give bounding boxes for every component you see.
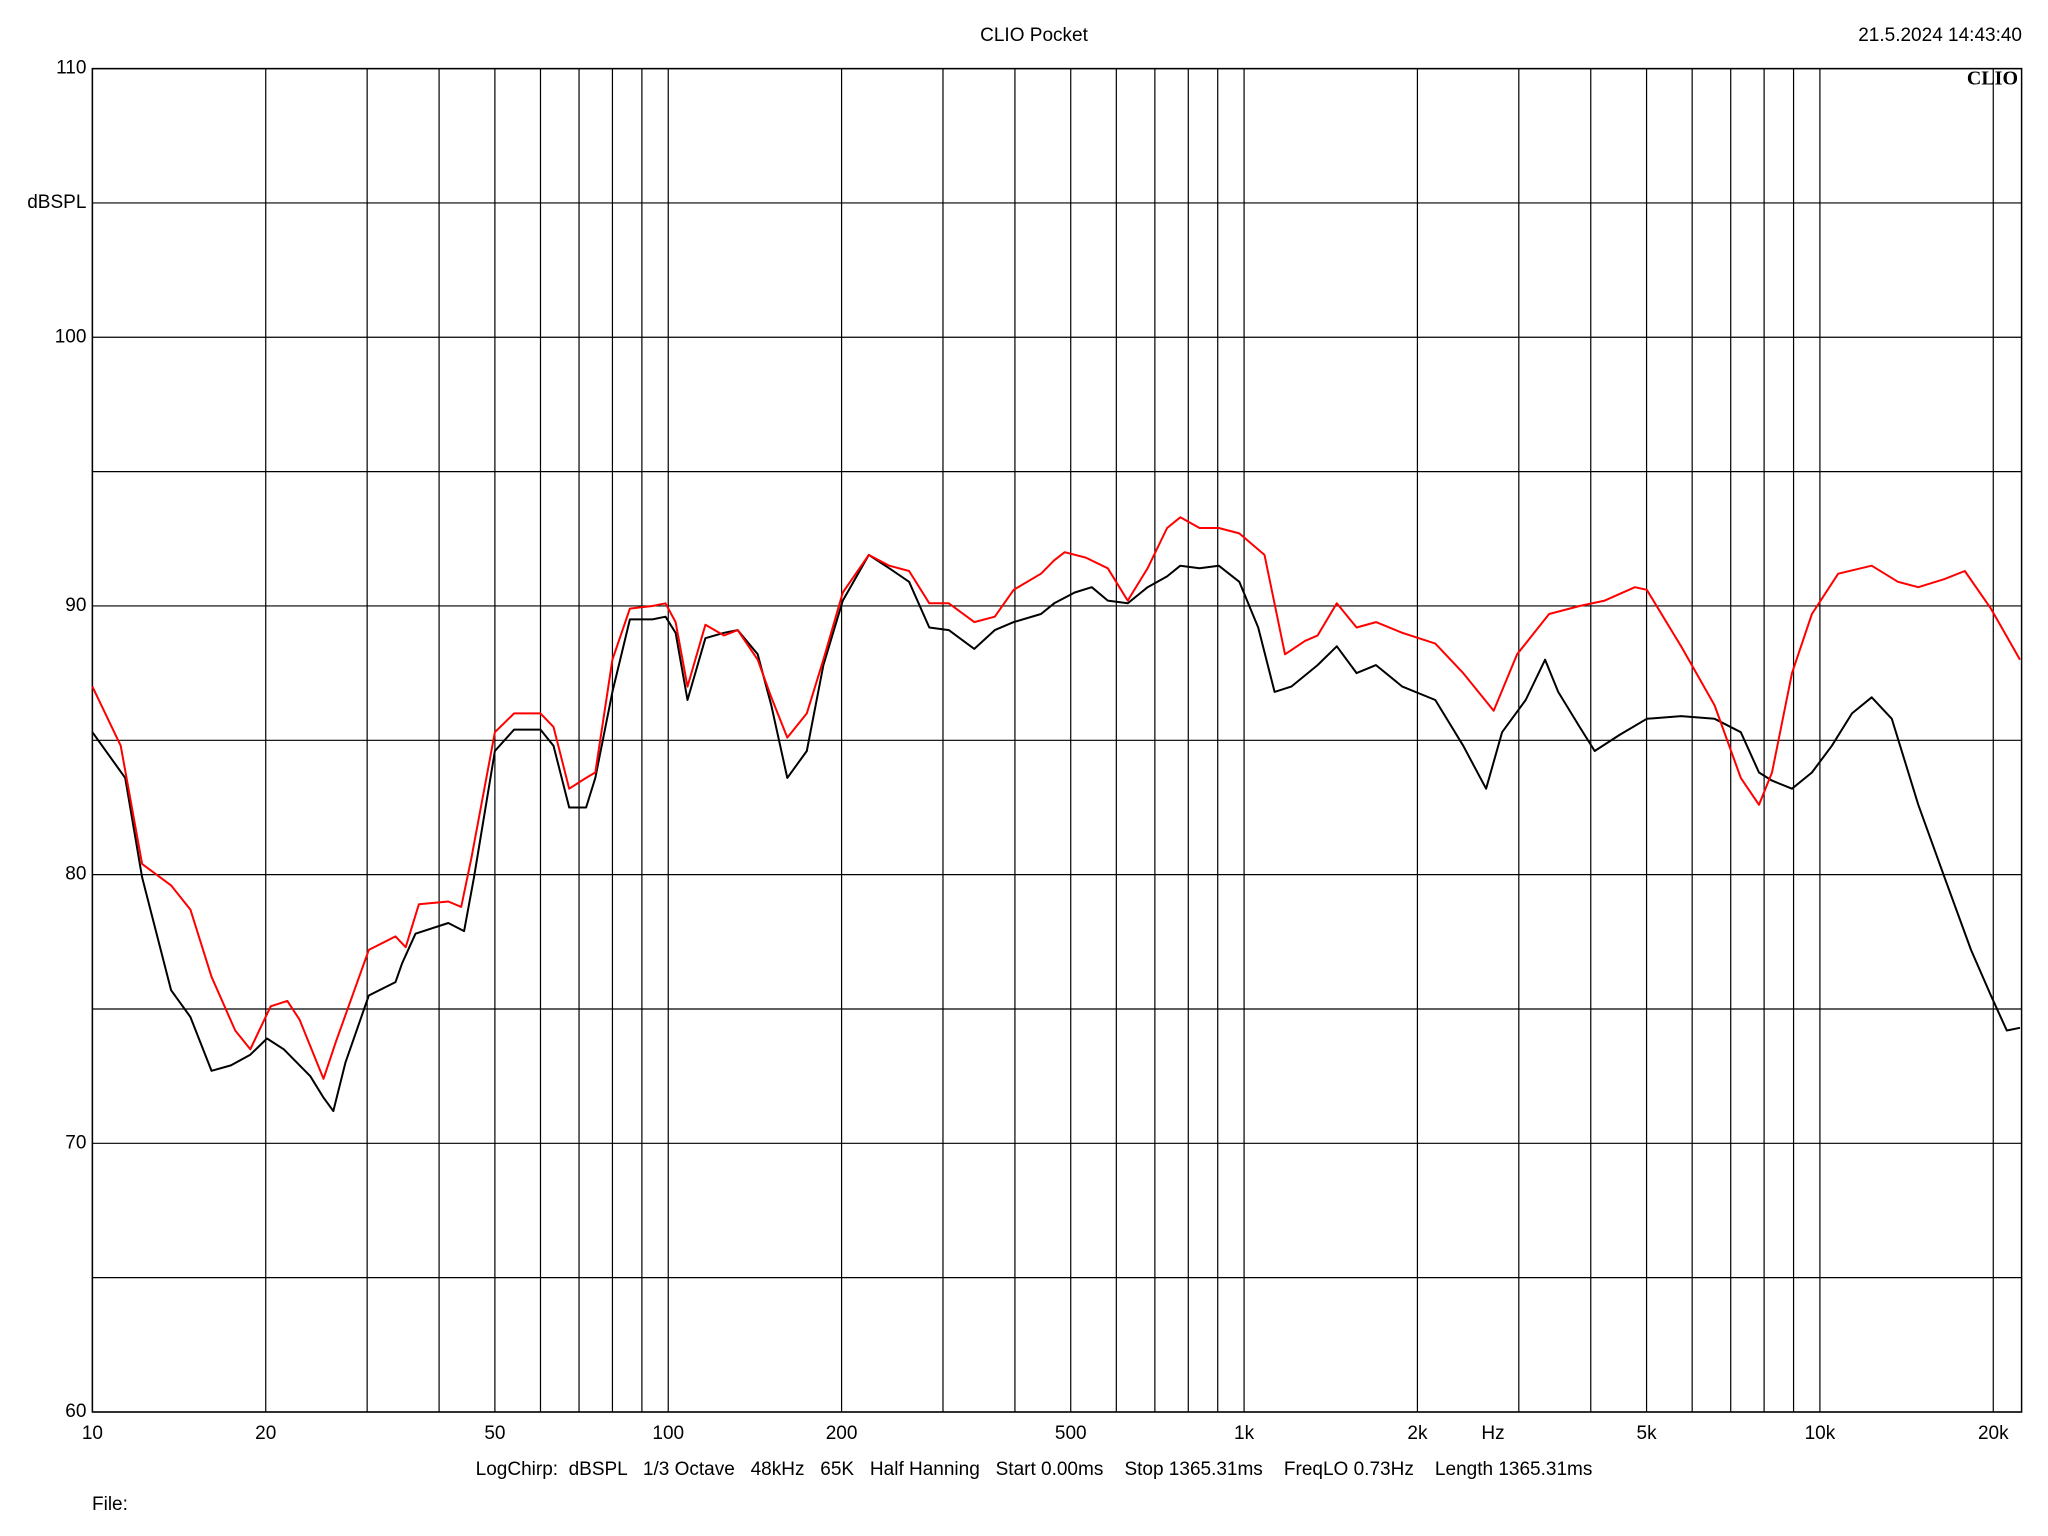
file-label: File: <box>92 1494 128 1515</box>
x-tick-label: 2k <box>1407 1423 1428 1444</box>
x-tick-label: 20 <box>255 1423 276 1444</box>
x-tick-label: 10 <box>82 1423 103 1444</box>
y-tick-label: 90 <box>65 595 86 616</box>
logo: CLIO <box>1967 68 2018 90</box>
response-line <box>91 516 2021 1080</box>
x-tick-label: 200 <box>826 1423 858 1444</box>
response-line <box>91 553 2021 1113</box>
title: CLIO Pocket <box>980 25 1088 46</box>
y-tick-label: 60 <box>65 1401 86 1422</box>
footer: LogChirp: dBSPL 1/3 Octave 48kHz 65K Hal… <box>476 1459 1593 1480</box>
y-tick-label: 100 <box>55 326 87 347</box>
x-tick-label: 10k <box>1805 1423 1836 1444</box>
x-tick-label: 1k <box>1234 1423 1255 1444</box>
y-tick-label: 70 <box>65 1132 86 1153</box>
y-tick-label: 80 <box>65 864 86 885</box>
plot-frame <box>91 67 2023 1413</box>
timestamp: 21.5.2024 14:43:40 <box>1858 25 2022 46</box>
x-tick-label: 5k <box>1637 1423 1658 1444</box>
x-tick-label: 50 <box>484 1423 505 1444</box>
x-tick-label: 500 <box>1055 1423 1087 1444</box>
y-axis-label: dBSPL <box>27 192 86 213</box>
y-tick-label: 110 <box>56 58 86 79</box>
x-tick-label: 100 <box>652 1423 684 1444</box>
x-axis-label: Hz <box>1481 1423 1504 1444</box>
x-tick-label: 20k <box>1978 1423 2009 1444</box>
